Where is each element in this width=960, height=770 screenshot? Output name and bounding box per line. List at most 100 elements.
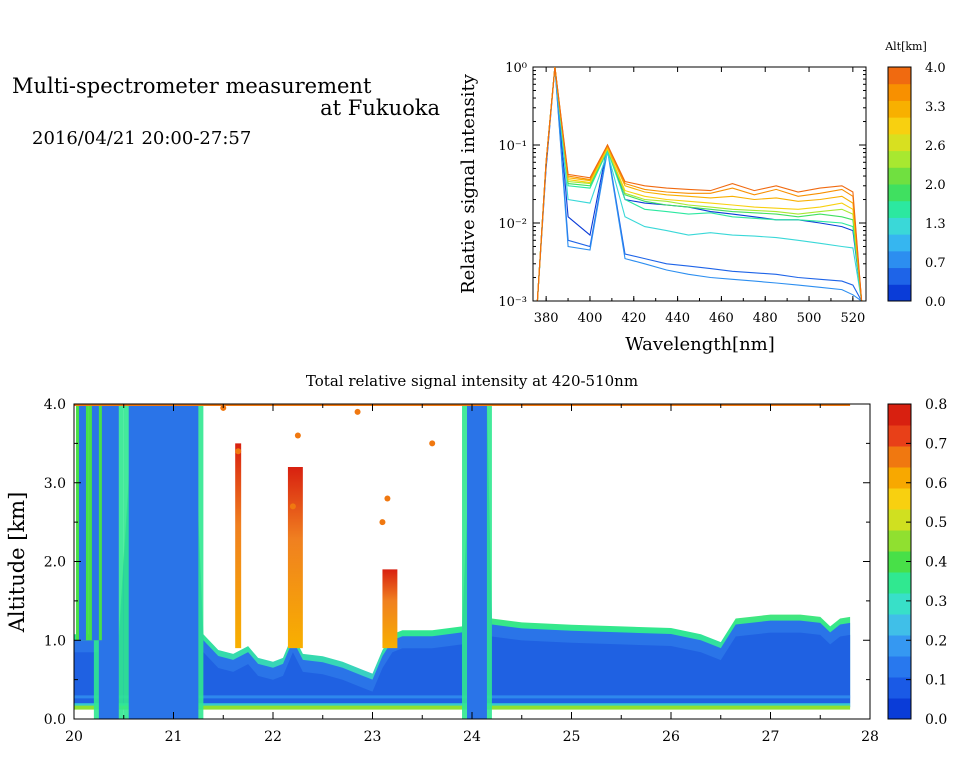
heatmap-x-tick-label: 23 (364, 729, 382, 745)
spectra-x-tick-label: 480 (753, 311, 778, 326)
cloud-speck (429, 440, 436, 447)
heatmap-x-tick-label: 27 (762, 729, 780, 745)
intensity-colorbar-swatch (888, 635, 911, 657)
heatmap-y-tick-label: 3.0 (44, 476, 66, 492)
cloud-speck (294, 432, 301, 439)
heatmap-y-tick-label: 0.0 (44, 712, 66, 728)
spectrum-line-2 (536, 67, 862, 301)
altitude-colorbar-frame (887, 66, 912, 302)
heatmap-x-tick-label: 21 (165, 729, 183, 745)
spectrum-line-5 (536, 67, 863, 301)
altitude-colorbar-swatch (888, 117, 911, 135)
heatmap-x-tick-label: 22 (264, 729, 282, 745)
heatmap-y-tick-label: 1.0 (44, 633, 66, 649)
cloud-speck (354, 408, 361, 415)
intensity-colorbar-swatch (888, 698, 911, 720)
spectra-x-axis-label: Wavelength[nm] (625, 334, 775, 355)
spectrum-line-6 (536, 67, 863, 301)
spectra-x-tick-label: 500 (797, 311, 822, 326)
spectra-chart: 380 400 420 440 460 480 500 52010⁻³10⁻²10⁻¹10⁰ … (458, 40, 946, 355)
spectrum-line-9 (536, 67, 863, 301)
altitude-colorbar-tick-label: 1.3 (925, 217, 946, 232)
heatmap-x-tick-label: 24 (463, 729, 481, 745)
title-line-1: Multi-spectrometer measurement (12, 74, 372, 98)
plume-column (467, 404, 487, 719)
altitude-colorbar-swatch (888, 133, 911, 152)
intensity-colorbar-tick-label: 0.6 (925, 476, 947, 492)
spectra-x-tick-label: 380 (534, 311, 559, 326)
cloud-speck (289, 503, 296, 510)
altitude-colorbar-swatch (888, 67, 911, 85)
plume-strip (91, 404, 99, 641)
intensity-colorbar-tick-label: 0.2 (925, 633, 947, 649)
spectra-plot-frame (532, 66, 867, 302)
intensity-colorbar-swatch (888, 509, 911, 531)
intensity-colorbar-tick-label: 0.3 (925, 594, 947, 610)
heatmap-x-tick-label: 20 (65, 729, 83, 745)
intensity-colorbar-tick-label: 0.0 (925, 712, 947, 728)
intensity-colorbar-swatch (888, 404, 911, 426)
spectra-x-tick-label: 460 (709, 311, 734, 326)
spectra-x-tick-label: 400 (578, 311, 603, 326)
altitude-colorbar-swatch (888, 267, 911, 285)
spectrum-line-4 (536, 67, 863, 301)
altitude-colorbar-swatch (888, 284, 911, 302)
date-range: 2016/04/21 20:00-27:57 (32, 128, 252, 149)
spectra-y-axis-label: Relative signal intensity (458, 73, 479, 294)
spectra-x-tick-label: 520 (840, 311, 865, 326)
cloud-speck (384, 495, 391, 502)
cloud-spike (382, 569, 398, 649)
altitude-colorbar-swatch (888, 150, 911, 168)
heatmap-y-tick-label: 2.0 (44, 555, 66, 571)
altitude-colorbar-swatch (888, 234, 911, 252)
spectra-x-tick-label: 440 (665, 311, 690, 326)
spectrum-line-8 (536, 67, 863, 301)
spectrum-line-7 (536, 67, 863, 301)
intensity-colorbar-swatch (888, 530, 911, 552)
intensity-colorbar-swatch (888, 488, 911, 510)
intensity-heatmap: Total relative signal intensity at 420-5… (5, 372, 947, 745)
altitude-colorbar-tick-label: 4.0 (925, 61, 946, 76)
altitude-colorbar-swatch (888, 250, 911, 269)
heatmap-fill (74, 404, 851, 719)
altitude-colorbar-swatch (888, 184, 911, 202)
cloud-speck (379, 519, 386, 526)
altitude-colorbar-tick-label: 0.0 (925, 295, 946, 310)
plume-column (98, 404, 119, 719)
cloud-spike (287, 467, 303, 649)
intensity-colorbar-swatch (888, 614, 911, 636)
intensity-colorbar-swatch (888, 656, 911, 678)
heatmap-x-tick-label: 28 (861, 729, 879, 745)
altitude-colorbar-tick-label: 2.0 (925, 178, 946, 193)
intensity-colorbar-swatch (888, 446, 911, 468)
intensity-colorbar-swatch (888, 467, 911, 489)
heatmap-y-axis-label: Altitude [km] (5, 492, 29, 634)
spectra-y-tick-label: 10⁻² (498, 217, 527, 232)
spectra-y-tick-label: 10⁰ (505, 61, 527, 76)
intensity-colorbar-swatch (888, 677, 911, 699)
heatmap-y-tick-label: 4.0 (44, 397, 66, 413)
intensity-colorbar-tick-label: 0.4 (925, 555, 947, 571)
intensity-colorbar-tick-label: 0.1 (925, 673, 947, 689)
spectrum-line-3 (536, 67, 863, 301)
heatmap-title: Total relative signal intensity at 420-5… (306, 372, 638, 390)
altitude-colorbar-swatch (888, 83, 911, 101)
spectrum-line-10 (536, 67, 863, 301)
intensity-colorbar-swatch (888, 572, 911, 594)
spectra-x-tick-label: 420 (621, 311, 646, 326)
spectra-y-tick-label: 10⁻³ (498, 295, 527, 310)
altitude-colorbar-swatch (888, 217, 911, 235)
cloud-spike (235, 443, 242, 649)
cloud-base-edge (74, 404, 851, 708)
heatmap-x-tick-label: 25 (563, 729, 581, 745)
altitude-colorbar-tick-label: 0.7 (925, 256, 946, 271)
intensity-colorbar-swatch (888, 551, 911, 573)
title-line-2: at Fukuoka (320, 96, 440, 120)
altitude-colorbar-label: Alt[km] (884, 40, 927, 53)
intensity-colorbar-tick-label: 0.8 (925, 397, 947, 413)
spectrum-line-1 (536, 67, 863, 301)
intensity-colorbar-swatch (888, 425, 911, 447)
altitude-colorbar-tick-label: 3.3 (925, 100, 946, 115)
heatmap-x-tick-label: 26 (662, 729, 680, 745)
